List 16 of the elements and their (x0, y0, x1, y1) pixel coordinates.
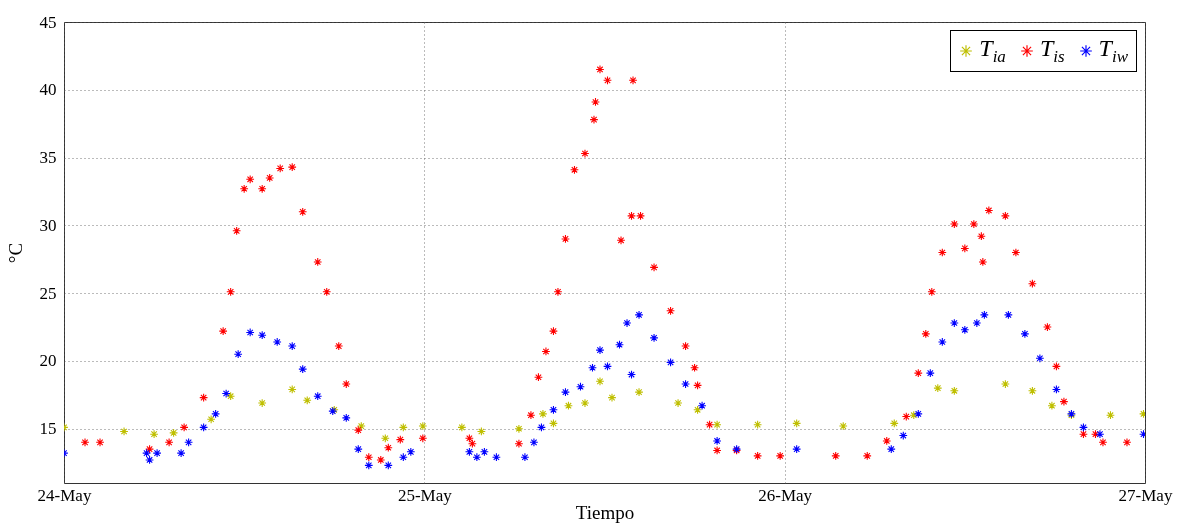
legend-label: T$_{ia}$ (979, 35, 1006, 67)
x-tick-label: 26-May (758, 485, 813, 505)
legend-label: T$_{iw}$ (1098, 35, 1128, 67)
legend-label: T$_{is}$ (1039, 35, 1065, 67)
y-tick-label: 30 (39, 215, 57, 235)
y-tick-label: 35 (39, 148, 57, 168)
x-tick-label: 24-May (37, 485, 92, 505)
x-axis-title: Tiempo (575, 501, 635, 523)
x-tick-label: 27-May (1118, 485, 1173, 505)
x-tick-label: 25-May (397, 485, 453, 505)
y-tick-label: 25 (39, 283, 57, 303)
y-tick-label: 15 (39, 419, 57, 439)
y-tick-label: 20 (39, 351, 57, 371)
y-axis-title: °C (4, 242, 26, 264)
y-tick-label: 45 (39, 12, 57, 32)
y-tick-label: 40 (39, 80, 57, 100)
